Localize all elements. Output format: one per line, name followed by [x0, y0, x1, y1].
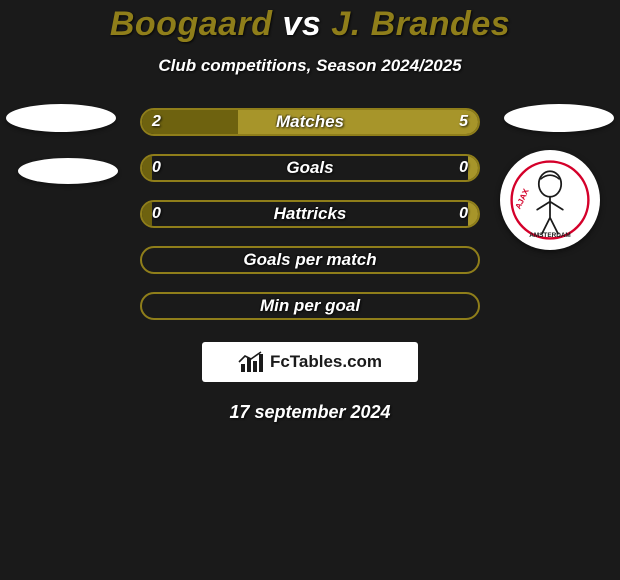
player2-name: J. Brandes	[331, 5, 510, 43]
subtitle: Club competitions, Season 2024/2025	[0, 56, 620, 76]
branding-badge[interactable]: FcTables.com	[202, 342, 418, 382]
stat-bars: 25Matches 00Goals 00Hattricks Goals per mat…	[140, 108, 480, 320]
stat-label: Matches	[142, 110, 478, 134]
stat-bar: Min per goal	[140, 292, 480, 320]
player1-avatar-placeholder	[6, 104, 116, 132]
branding-text: FcTables.com	[270, 352, 382, 372]
comparison-card: Boogaard vs J. Brandes Club competitions…	[0, 0, 620, 423]
player1-club-placeholder	[18, 158, 118, 184]
ajax-logo-icon: AMSTERDAM AJAX	[510, 160, 590, 240]
stat-bar: 25Matches	[140, 108, 480, 136]
stat-bar: 00Hattricks	[140, 200, 480, 228]
player2-avatar-placeholder	[504, 104, 614, 132]
stat-label: Hattricks	[142, 202, 478, 226]
page-title: Boogaard vs J. Brandes	[0, 5, 620, 44]
vs-text: vs	[283, 5, 322, 43]
stat-bar: Goals per match	[140, 246, 480, 274]
stat-bar: 00Goals	[140, 154, 480, 182]
svg-text:AMSTERDAM: AMSTERDAM	[529, 232, 571, 239]
stat-label: Goals per match	[142, 248, 478, 272]
stat-label: Goals	[142, 156, 478, 180]
date-text: 17 september 2024	[0, 402, 620, 423]
stat-label: Min per goal	[142, 294, 478, 318]
stats-area: AMSTERDAM AJAX 25Matches 00Goals 00Hattric…	[0, 108, 620, 320]
player2-club-badge: AMSTERDAM AJAX	[500, 150, 600, 250]
player1-name: Boogaard	[110, 5, 273, 43]
bar-chart-icon	[238, 350, 264, 374]
